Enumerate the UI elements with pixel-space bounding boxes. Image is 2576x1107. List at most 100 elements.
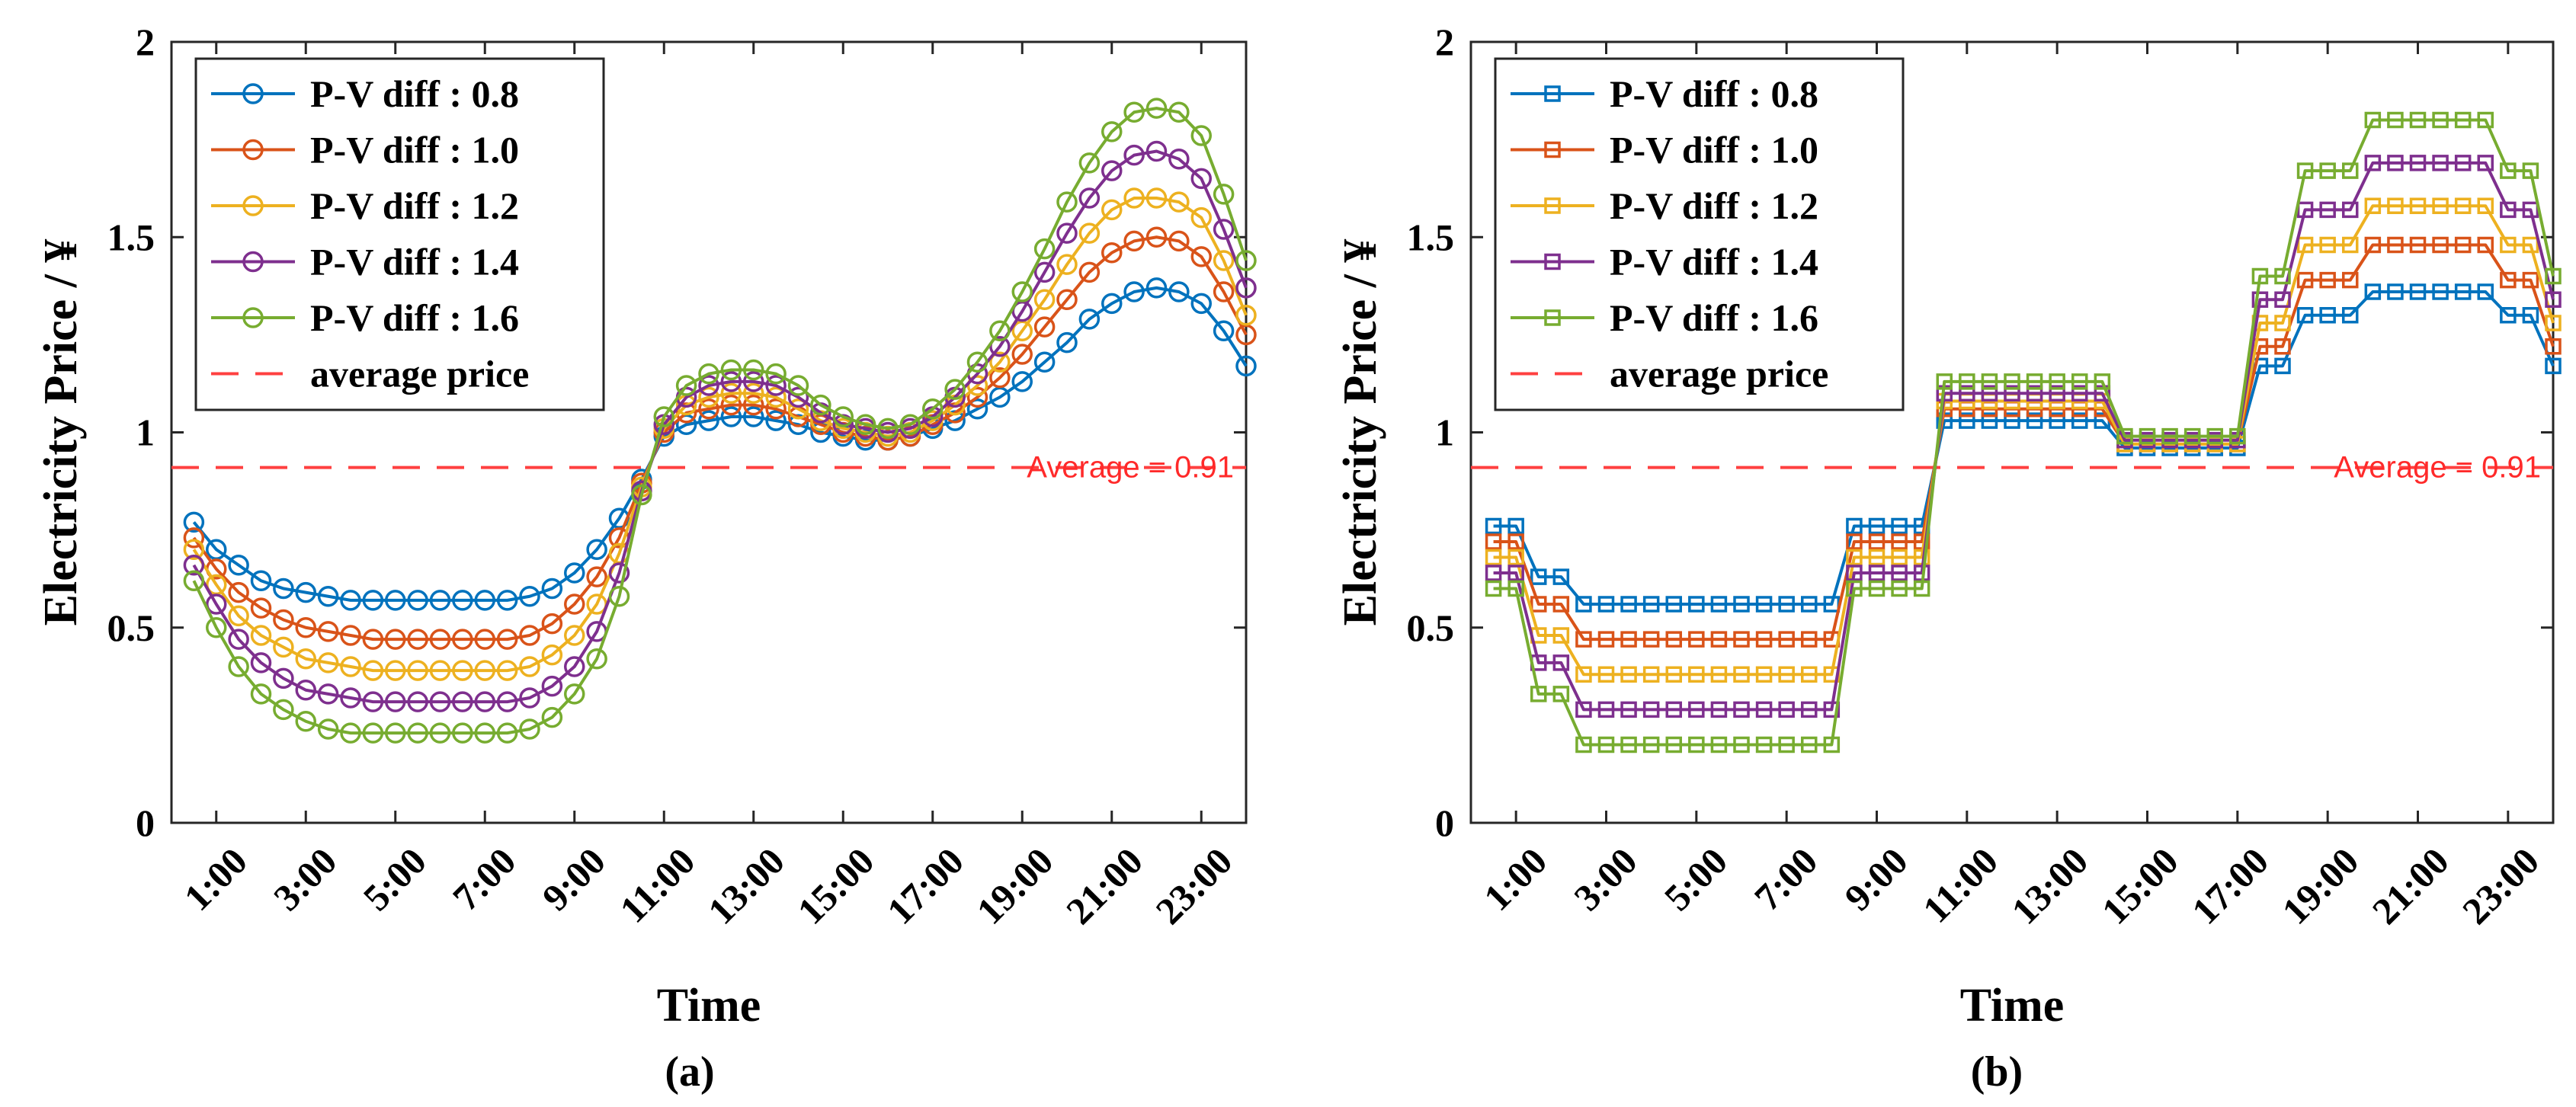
- data-point: [1507, 533, 1524, 550]
- data-point: [1620, 666, 1637, 683]
- data-point: [922, 398, 944, 420]
- data-point: [2319, 271, 2336, 289]
- legend-item-average: average price: [1511, 353, 1828, 395]
- x-tick-label: 7:00: [1746, 840, 1825, 919]
- data-point: [496, 660, 518, 681]
- x-tick-label: 13:00: [700, 840, 793, 933]
- x-tick-label: 15:00: [789, 840, 882, 933]
- data-point: [2409, 236, 2427, 254]
- data-point: [2409, 197, 2427, 214]
- data-point: [1485, 549, 1502, 566]
- data-point: [675, 375, 697, 396]
- data-point: [250, 625, 272, 646]
- data-point: [2071, 373, 2088, 390]
- data-point: [228, 605, 249, 627]
- data-point: [407, 590, 428, 611]
- data-point: [2522, 236, 2539, 254]
- legend-item: P-V diff : 1.6: [1511, 296, 1818, 339]
- x-tick-label: 9:00: [1836, 840, 1915, 919]
- data-point: [1213, 281, 1235, 302]
- data-point: [1213, 250, 1235, 271]
- data-point: [2319, 162, 2336, 179]
- data-point: [1710, 631, 1728, 648]
- data-point: [2049, 385, 2065, 402]
- data-point: [1665, 666, 1682, 683]
- data-point: [2229, 427, 2246, 445]
- y-tick-label: 1: [136, 411, 155, 454]
- x-tick-label: 3:00: [265, 840, 344, 919]
- x-tick-label: 11:00: [611, 840, 703, 931]
- data-point: [1485, 517, 1502, 535]
- legend-label: P-V diff : 1.4: [310, 241, 519, 283]
- data-point: [989, 351, 1011, 373]
- data-point: [1688, 666, 1705, 683]
- data-point: [698, 375, 719, 396]
- data-point: [2319, 307, 2336, 324]
- data-point: [183, 527, 205, 549]
- data-point: [653, 406, 674, 427]
- data-point: [1597, 631, 1615, 648]
- data-point: [2477, 197, 2494, 214]
- data-point: [1620, 736, 1637, 753]
- legend-label: P-V diff : 1.2: [1610, 184, 1818, 227]
- data-point: [1235, 277, 1257, 299]
- data-point: [2049, 373, 2065, 390]
- data-point: [1959, 412, 1975, 429]
- data-point: [2432, 283, 2449, 300]
- data-point: [720, 371, 742, 392]
- data-point: [1145, 187, 1168, 209]
- data-point: [2432, 197, 2449, 214]
- data-point: [1620, 596, 1637, 613]
- data-point: [1755, 631, 1773, 648]
- data-point: [1733, 736, 1750, 753]
- data-point: [1056, 289, 1078, 310]
- data-point: [1733, 596, 1750, 613]
- data-point: [273, 636, 294, 658]
- panel-caption: (a): [665, 1048, 714, 1096]
- data-point: [474, 691, 495, 712]
- data-point: [2342, 236, 2359, 254]
- data-point: [1507, 580, 1524, 597]
- data-point: [1078, 222, 1101, 244]
- data-point: [295, 581, 316, 603]
- x-tick-label: 1:00: [1475, 840, 1555, 919]
- data-point: [989, 367, 1011, 389]
- legend-label: average price: [1610, 353, 1828, 395]
- data-point: [1981, 385, 1998, 402]
- legend-swatch-marker: [1544, 253, 1561, 270]
- series-line: [192, 235, 1248, 641]
- data-point: [295, 648, 316, 670]
- data-point: [966, 398, 988, 420]
- data-point: [1891, 517, 1908, 535]
- data-point: [2409, 283, 2427, 300]
- legend-swatch-marker: [1544, 309, 1561, 326]
- data-point: [340, 687, 361, 709]
- data-point: [1575, 631, 1592, 648]
- data-point: [362, 660, 384, 681]
- data-point: [1078, 152, 1101, 174]
- data-point: [385, 691, 406, 712]
- data-point: [2071, 412, 2088, 429]
- legend-swatch-marker: [242, 307, 264, 328]
- data-point: [1642, 736, 1660, 753]
- data-point: [743, 394, 764, 416]
- data-point: [2364, 283, 2382, 300]
- data-point: [496, 629, 518, 650]
- data-point: [2296, 271, 2314, 289]
- data-point: [385, 722, 406, 744]
- data-point: [340, 590, 361, 611]
- x-tick-label: 13:00: [2003, 840, 2096, 933]
- legend-swatch-marker: [1544, 197, 1561, 214]
- data-point: [1507, 549, 1524, 566]
- y-axis: 0 0.5 1 1.5 2: [107, 21, 1246, 844]
- data-point: [474, 590, 495, 611]
- data-point: [206, 617, 227, 638]
- data-point: [2004, 373, 2020, 390]
- data-point: [474, 660, 495, 681]
- data-point: [1597, 701, 1615, 718]
- series-1.6: [1485, 111, 2562, 753]
- data-point: [228, 555, 249, 576]
- data-point: [2116, 427, 2133, 445]
- legend-swatch-marker: [1544, 141, 1561, 158]
- data-point: [2274, 291, 2291, 308]
